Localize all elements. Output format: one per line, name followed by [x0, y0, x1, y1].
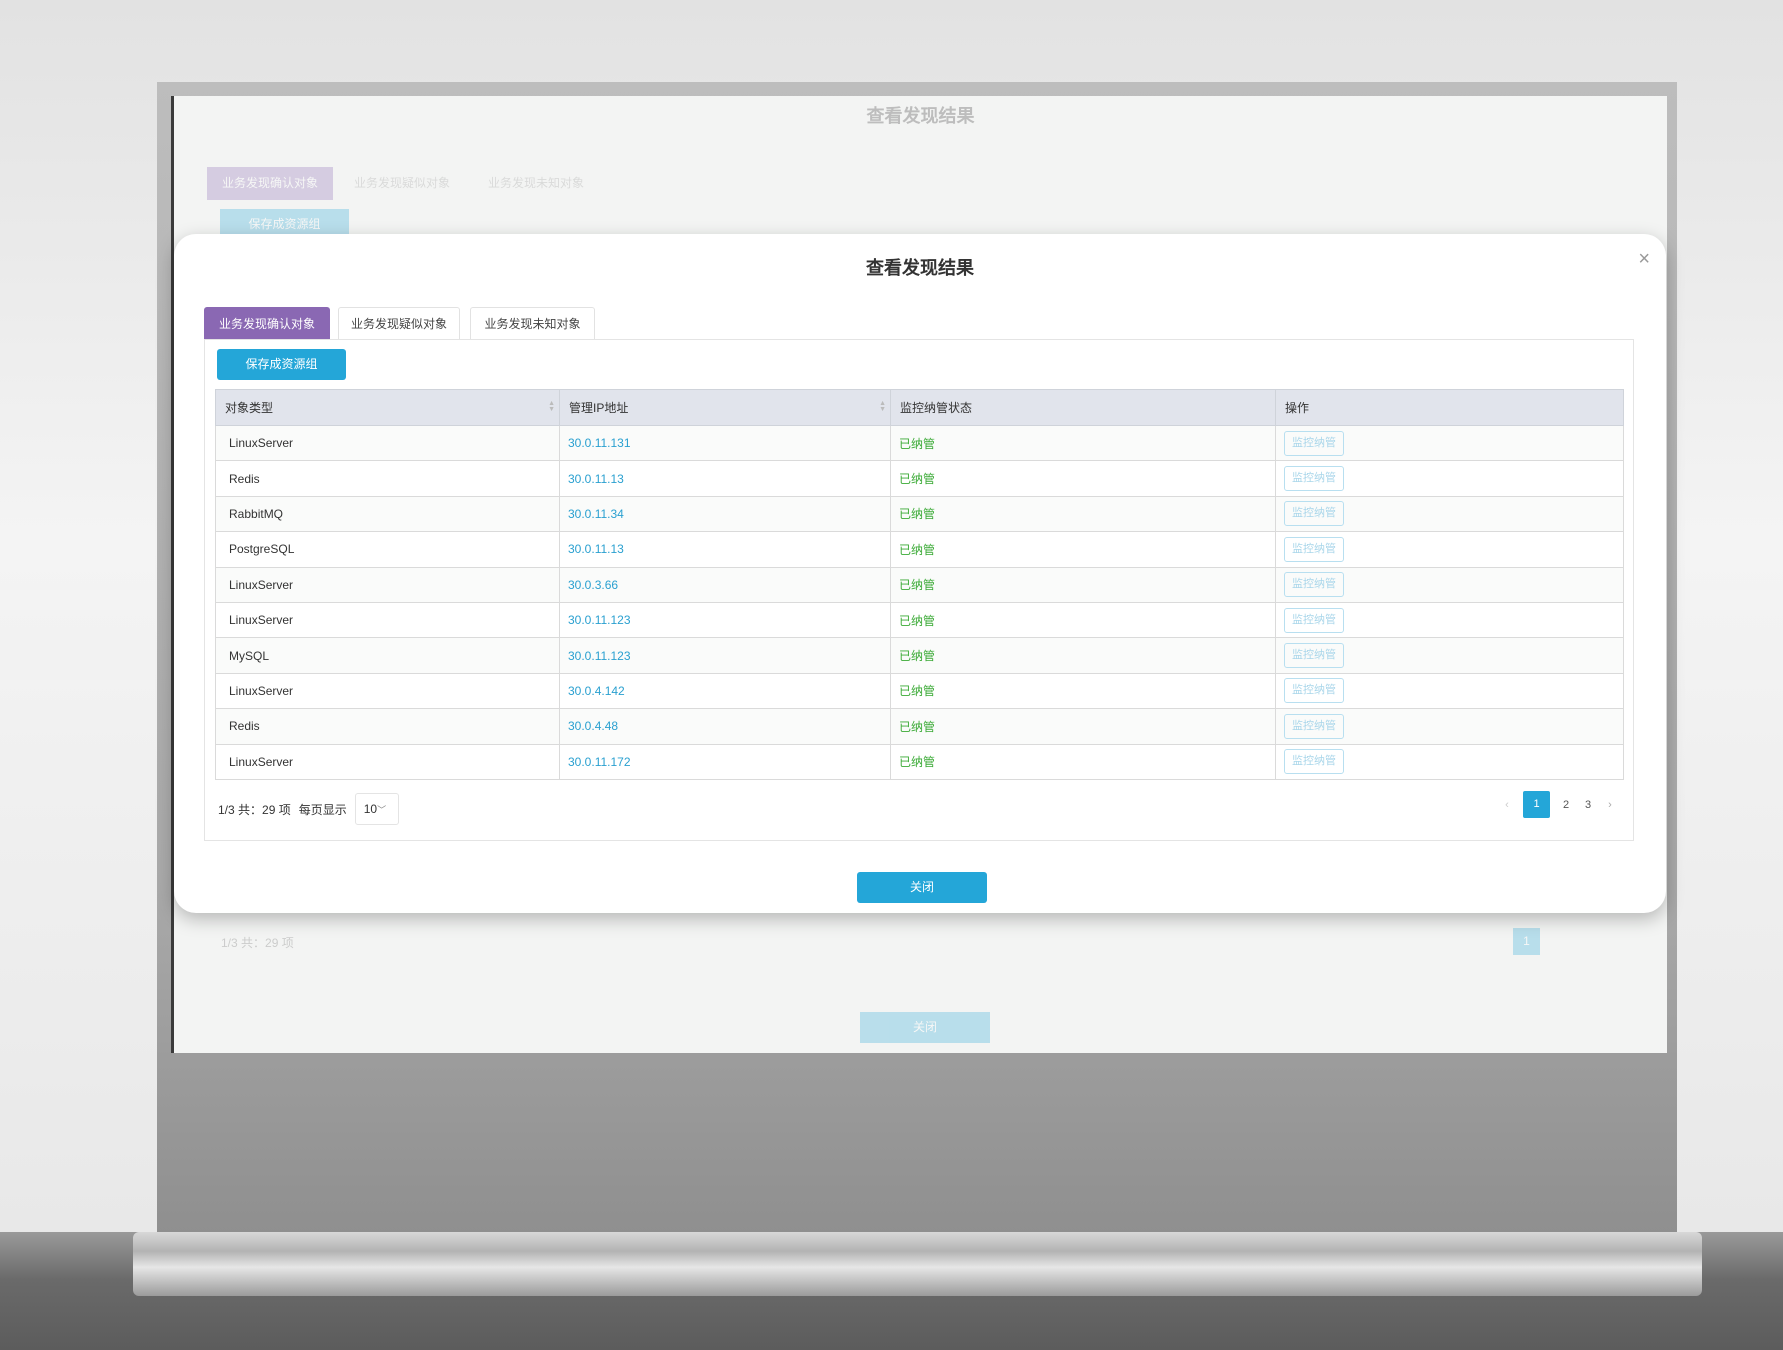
status-badge: 已纳管 [890, 424, 1276, 462]
table-row: Redis 30.0.4.48 已纳管 监控纳管 [215, 708, 1624, 745]
next-page-icon[interactable]: › [1608, 798, 1612, 811]
status-badge: 已纳管 [890, 637, 1276, 674]
actions-cell: 监控纳管 [1275, 708, 1624, 745]
ip-link[interactable]: 30.0.11.123 [559, 637, 891, 674]
actions-cell: 监控纳管 [1275, 637, 1624, 674]
page-1[interactable]: 1 [1523, 791, 1550, 818]
prev-page-icon[interactable]: ‹ [1505, 798, 1509, 811]
column-header-ip[interactable]: 管理IP地址 ▲ ▼ [559, 389, 891, 426]
monitor-manage-button[interactable]: 监控纳管 [1284, 572, 1344, 598]
ip-link[interactable]: 30.0.4.48 [559, 708, 891, 745]
dialog-title: 查看发现结果 [866, 258, 974, 278]
actions-cell: 监控纳管 [1275, 743, 1624, 780]
table-row: Redis 30.0.11.13 已纳管 监控纳管 [215, 460, 1624, 497]
header-label: 对象类型 [225, 401, 274, 415]
sort-icon[interactable]: ▲ ▼ [879, 400, 886, 413]
status-badge: 已纳管 [890, 743, 1276, 780]
per-page-select[interactable]: 10﹀ [354, 793, 399, 825]
background-page-1: 1 [1513, 928, 1540, 955]
table-row: LinuxServer 30.0.4.142 已纳管 监控纳管 [215, 672, 1624, 710]
page-3[interactable]: 3 [1584, 798, 1592, 811]
column-header-status: 监控纳管状态 [890, 389, 1276, 426]
ip-link[interactable]: 30.0.4.142 [559, 672, 891, 710]
monitor-manage-button[interactable]: 监控纳管 [1284, 501, 1344, 527]
header-label: 管理IP地址 [569, 401, 629, 415]
table-row: RabbitMQ 30.0.11.34 已纳管 监控纳管 [215, 495, 1624, 533]
status-badge: 已纳管 [890, 460, 1276, 497]
column-header-actions: 操作 [1275, 389, 1624, 426]
background-tab: 业务发现未知对象 [487, 176, 584, 190]
monitor-manage-button[interactable]: 监控纳管 [1284, 536, 1344, 562]
background-tab: 业务发现疑似对象 [353, 176, 450, 190]
page-2[interactable]: 2 [1562, 798, 1570, 811]
object-type: Redis [215, 460, 560, 497]
actions-cell: 监控纳管 [1275, 672, 1624, 710]
monitor-manage-button[interactable]: 监控纳管 [1284, 643, 1344, 669]
actions-cell: 监控纳管 [1275, 460, 1624, 497]
ip-link[interactable]: 30.0.11.123 [559, 601, 891, 639]
monitor-manage-button[interactable]: 监控纳管 [1284, 713, 1344, 739]
per-page-label: 每页显示 [298, 802, 347, 817]
table-row: LinuxServer 30.0.11.131 已纳管 监控纳管 [215, 424, 1624, 462]
actions-cell: 监控纳管 [1275, 424, 1624, 462]
actions-cell: 监控纳管 [1275, 566, 1624, 603]
sort-icon[interactable]: ▲ ▼ [548, 400, 555, 413]
object-type: LinuxServer [215, 601, 560, 639]
table-row: PostgreSQL 30.0.11.13 已纳管 监控纳管 [215, 531, 1624, 568]
tab-unknown-objects[interactable]: 业务发现未知对象 [470, 307, 595, 340]
close-button[interactable]: 关闭 [857, 872, 987, 903]
table-row: MySQL 30.0.11.123 已纳管 监控纳管 [215, 637, 1624, 674]
ip-link[interactable]: 30.0.11.34 [559, 495, 891, 533]
tab-suspected-objects[interactable]: 业务发现疑似对象 [338, 307, 460, 340]
tab-confirmed-objects[interactable]: 业务发现确认对象 [204, 307, 330, 340]
background-close-button: 关闭 [860, 1012, 990, 1043]
monitor-manage-button[interactable]: 监控纳管 [1284, 607, 1344, 633]
column-header-type[interactable]: 对象类型 ▲ ▼ [215, 389, 560, 426]
status-badge: 已纳管 [890, 495, 1276, 533]
status-badge: 已纳管 [890, 601, 1276, 639]
pagination: ‹ 1 2 3 › [1501, 791, 1616, 818]
object-type: LinuxServer [215, 672, 560, 710]
table-row: LinuxServer 30.0.3.66 已纳管 监控纳管 [215, 566, 1624, 603]
object-type: Redis [215, 708, 560, 745]
actions-cell: 监控纳管 [1275, 531, 1624, 568]
object-type: LinuxServer [215, 743, 560, 780]
object-type: LinuxServer [215, 566, 560, 603]
table-row: LinuxServer 30.0.11.123 已纳管 监控纳管 [215, 601, 1624, 639]
object-type: RabbitMQ [215, 495, 560, 533]
ip-link[interactable]: 30.0.11.131 [559, 424, 891, 462]
object-type: MySQL [215, 637, 560, 674]
status-badge: 已纳管 [890, 531, 1276, 568]
background-tab: 业务发现确认对象 [207, 167, 333, 200]
table-row: LinuxServer 30.0.11.172 已纳管 监控纳管 [215, 743, 1624, 780]
results-table: 对象类型 ▲ ▼ 管理IP地址 ▲ ▼ 监控纳管状态 操作 LinuxServer 30… [215, 389, 1624, 780]
ip-link[interactable]: 30.0.11.172 [559, 743, 891, 780]
pagination-summary: 1/3 共：29 项 [218, 802, 291, 817]
status-badge: 已纳管 [890, 708, 1276, 745]
monitor-manage-button[interactable]: 监控纳管 [1284, 466, 1344, 492]
save-as-resource-group-button[interactable]: 保存成资源组 [217, 349, 346, 380]
monitor-manage-button[interactable]: 监控纳管 [1284, 430, 1344, 456]
background-pager-summary: 1/3 共：29 项 [221, 936, 294, 950]
object-type: PostgreSQL [215, 531, 560, 568]
status-badge: 已纳管 [890, 672, 1276, 710]
ip-link[interactable]: 30.0.11.13 [559, 460, 891, 497]
discovery-result-dialog: 查看发现结果 × 业务发现确认对象 业务发现疑似对象 业务发现未知对象 保存成资… [174, 234, 1666, 913]
monitor-stand [133, 1232, 1702, 1296]
pagination-info: 1/3 共：29 项 每页显示 10﹀ [218, 793, 399, 825]
status-badge: 已纳管 [890, 566, 1276, 603]
object-type: LinuxServer [215, 424, 560, 462]
close-icon[interactable]: × [1638, 248, 1650, 270]
chevron-down-icon: ﹀ [377, 805, 387, 815]
actions-cell: 监控纳管 [1275, 495, 1624, 533]
background-title: 查看发现结果 [866, 106, 975, 126]
monitor-manage-button[interactable]: 监控纳管 [1284, 749, 1344, 775]
ip-link[interactable]: 30.0.3.66 [559, 566, 891, 603]
tab-panel [204, 339, 1634, 841]
monitor-manage-button[interactable]: 监控纳管 [1284, 678, 1344, 704]
per-page-value: 10 [363, 802, 378, 816]
actions-cell: 监控纳管 [1275, 601, 1624, 639]
ip-link[interactable]: 30.0.11.13 [559, 531, 891, 568]
